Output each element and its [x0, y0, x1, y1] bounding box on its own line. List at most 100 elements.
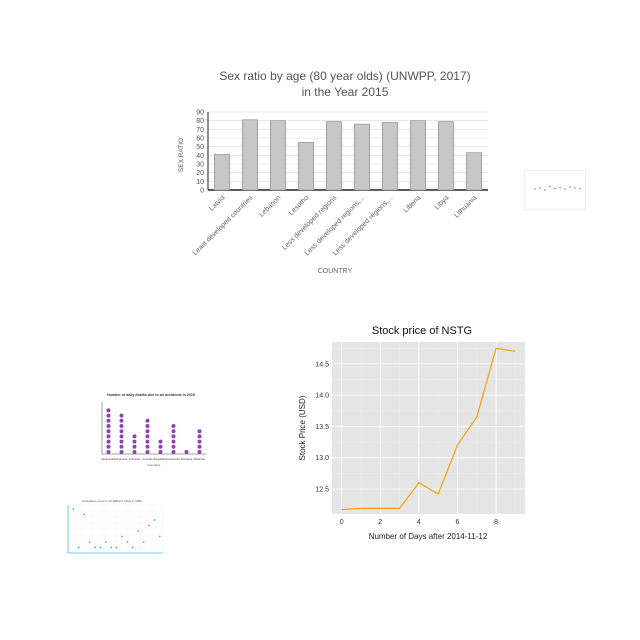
thumbnail-frame	[524, 170, 586, 210]
dot-marker	[106, 408, 111, 413]
data-point	[137, 530, 140, 532]
dot-marker	[171, 444, 176, 449]
dot-marker	[171, 424, 176, 428]
population-scatter-chart: Population count in 15-Millions Cities i…	[67, 499, 164, 554]
dot-marker	[145, 424, 150, 428]
y-tick-label: 30	[196, 162, 204, 169]
y-tick-label: 14.5	[315, 361, 329, 368]
data-point	[549, 185, 551, 188]
data-point	[142, 541, 145, 543]
dot-marker	[171, 429, 176, 434]
x-tick-label: Less developed regions,...	[332, 194, 395, 257]
dot-marker	[145, 439, 150, 444]
dot-marker	[119, 444, 124, 449]
x-tick-label: Botswana	[181, 457, 193, 461]
y-tick-label: 13.5	[315, 424, 329, 431]
x-tick-label: 2	[378, 519, 382, 526]
dot-marker	[132, 439, 137, 444]
dot-marker	[119, 439, 124, 444]
x-tick-label: Cambodia	[168, 457, 180, 461]
x-tick-label: 0	[340, 519, 344, 526]
dot-marker	[106, 444, 111, 449]
chart-title: Number of daily deaths due to air accide…	[107, 393, 195, 397]
bar	[354, 123, 371, 191]
y-tick-label: 50	[196, 144, 204, 151]
dot-marker	[145, 429, 150, 434]
dot-marker	[119, 418, 124, 423]
dot-marker	[158, 439, 163, 444]
plot-background	[332, 342, 525, 514]
air-accident-deaths-dot-chart: Number of daily deaths due to air accide…	[101, 393, 206, 467]
nstg-stock-line-chart: Stock price of NSTG 0 2 4 6 8 12.5 13.0 13.5 14.…	[298, 325, 525, 541]
dot-marker	[119, 424, 124, 428]
dot-marker	[132, 444, 137, 449]
y-tick-label: 13.0	[315, 455, 329, 462]
x-tick-label: Australia	[142, 457, 153, 461]
data-point	[554, 187, 556, 190]
data-point	[88, 541, 91, 543]
mini-scatter-chart-thumbnail	[524, 170, 586, 210]
data-point	[72, 508, 75, 510]
dot-marker	[197, 450, 202, 454]
dot-marker	[197, 444, 202, 449]
x-tick-label: 4	[417, 519, 421, 526]
dot-marker	[158, 450, 163, 454]
bar	[410, 120, 427, 191]
bar	[326, 121, 343, 191]
data-point	[148, 524, 150, 527]
dot-marker	[106, 418, 111, 423]
dot-marker	[132, 450, 137, 454]
x-tick-label: Bangladesh	[154, 457, 168, 461]
y-tick-label: 70	[196, 127, 204, 134]
dot-marker	[119, 429, 124, 434]
bar	[242, 119, 259, 191]
x-tick-label: Lithuania	[453, 194, 478, 219]
dot-marker	[106, 413, 111, 418]
y-tick-label: 0	[200, 188, 204, 195]
data-point	[544, 189, 546, 191]
data-point	[559, 186, 561, 189]
dot-marker	[145, 444, 150, 449]
x-tick-label: 6	[455, 519, 459, 526]
bar	[465, 152, 482, 191]
x-tick-label: Indonesia	[129, 457, 141, 461]
y-tick-label: 40	[196, 153, 204, 160]
x-tick-label: Lebanon	[258, 194, 282, 218]
dot-marker	[171, 450, 176, 454]
y-axis-label: Stock Price (USD)	[298, 395, 307, 460]
data-point	[539, 187, 541, 189]
x-axis-label: COUNTRY	[318, 268, 353, 275]
data-point	[569, 186, 571, 188]
dot-marker	[106, 450, 111, 454]
data-point	[153, 519, 156, 521]
chart-title: Sex ratio by age (80 year olds) (UNWPP, …	[219, 69, 470, 83]
x-tick-label: Less developed regions	[281, 194, 339, 252]
y-axis-label: SEX RATIO	[178, 138, 185, 172]
data-point	[94, 546, 96, 549]
bar	[298, 142, 315, 191]
x-tick-label: Argentina	[116, 457, 128, 461]
dot-marker	[158, 444, 163, 449]
y-tick-label: 90	[196, 110, 204, 117]
bar	[213, 154, 230, 191]
y-tick-label: 20	[196, 170, 204, 177]
data-point	[115, 546, 118, 549]
data-point	[534, 188, 536, 190]
y-tick-label: 60	[196, 136, 204, 143]
data-point	[104, 541, 107, 543]
bar	[382, 122, 399, 191]
x-tick-label: Libya	[434, 194, 451, 211]
data-point	[110, 546, 113, 549]
chart-title: Population count in 15-Millions Cities i…	[82, 499, 142, 503]
data-point	[574, 187, 576, 189]
dot-marker	[106, 434, 111, 439]
sex-ratio-bar-chart: Sex ratio by age (80 year olds) (UNWPP, …	[178, 69, 488, 275]
dot-marker	[145, 450, 150, 454]
x-axis-label: Countries	[148, 463, 161, 467]
dot-marker	[197, 429, 202, 434]
x-axis-label: Number of Days after 2014-11-12	[369, 532, 488, 541]
data-point	[126, 541, 129, 543]
dot-marker	[106, 429, 111, 434]
dot-marker	[184, 450, 189, 454]
data-point	[99, 546, 102, 549]
